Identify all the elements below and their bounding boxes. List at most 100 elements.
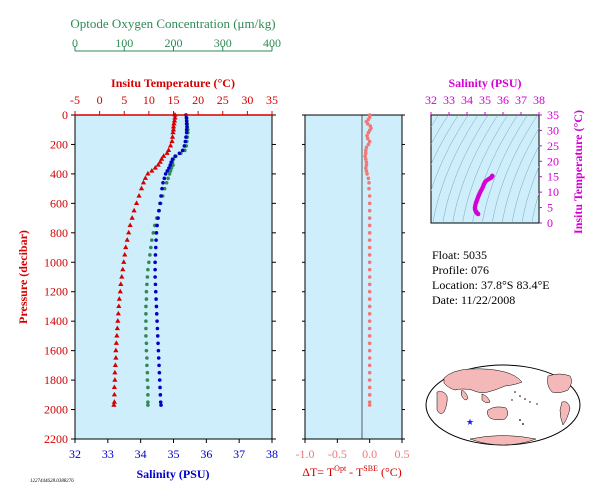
delta-t-tick-label: 0.0 — [362, 447, 377, 461]
salinity-point — [154, 304, 159, 309]
temperature-point — [111, 391, 117, 397]
oxygen-point — [166, 176, 170, 181]
delta-t-point — [367, 356, 372, 360]
ts-salinity-tick-label: 35 — [479, 93, 491, 107]
delta-t-point — [367, 312, 372, 316]
pressure-axis-label: Pressure (decibar) — [16, 230, 30, 324]
salinity-point — [157, 208, 161, 213]
salinity-point — [153, 253, 158, 257]
salinity-point — [170, 157, 175, 161]
oxygen-point — [144, 312, 148, 316]
ts-temperature-tick-label: 35 — [547, 108, 559, 122]
density-contour — [431, 115, 459, 166]
salinity-tick-label: 38 — [266, 447, 278, 461]
delta-t-point — [367, 216, 372, 220]
delta-t-plot-area — [304, 114, 403, 440]
oxygen-point — [145, 356, 149, 360]
pressure-tick-label: 400 — [50, 167, 68, 181]
temperature-point — [170, 129, 176, 135]
delta-t-point — [365, 122, 370, 126]
salinity-tick-label: 33 — [102, 447, 114, 461]
ts-temperature-tick-label: 0 — [547, 216, 553, 230]
map-land — [436, 368, 572, 446]
delta-t-point — [364, 160, 369, 164]
ts-salinity-tick-label: 33 — [443, 93, 455, 107]
temperature-point — [164, 150, 170, 155]
salinity-point — [153, 267, 157, 272]
profile-panel: 0200400600800100012001400160018002000220… — [16, 16, 281, 481]
delta-t-point — [367, 186, 371, 191]
salinity-point — [183, 139, 188, 144]
delta-t-label-sup1: Opt — [334, 464, 347, 473]
oxygen-point — [146, 403, 150, 407]
salinity-point — [155, 223, 159, 228]
delta-t-point — [367, 297, 372, 301]
salinity-axis-label: Salinity (PSU) — [136, 467, 209, 481]
delta-t-point — [365, 133, 369, 138]
delta-t-point — [364, 145, 369, 150]
oxygen-tick-label: 400 — [263, 36, 281, 50]
float-number: Float: 5035 — [432, 248, 487, 262]
salinity-point — [156, 216, 160, 220]
oxygen-axis-label: Optode Oxygen Concentration (μm/kg) — [70, 16, 275, 31]
temperature-axis: -5 0 5 10 15 20 25 30 35 — [70, 93, 278, 116]
oxygen-point — [149, 245, 153, 250]
temperature-point — [157, 159, 163, 164]
salinity-point — [173, 154, 177, 159]
temperature-point — [123, 244, 129, 250]
delta-t-label-sup2: SBE — [363, 464, 378, 473]
salinity-tick-label: 35 — [168, 447, 180, 461]
oxygen-point — [145, 370, 150, 375]
salinity-point — [184, 122, 189, 126]
oxygen-point — [146, 400, 150, 404]
pressure-tick-label: 200 — [50, 137, 68, 151]
delta-t-point — [366, 142, 371, 147]
temperature-point — [115, 318, 121, 323]
density-contour — [531, 192, 539, 223]
delta-t-point — [367, 208, 372, 213]
temperature-point — [142, 175, 149, 180]
density-contour — [431, 115, 449, 145]
temperature-point — [116, 296, 122, 301]
oxygen-point — [148, 253, 152, 257]
salinity-point — [156, 356, 161, 360]
oxygen-tick-label: 0 — [72, 36, 78, 50]
salinity-point — [155, 326, 160, 331]
temperature-point — [117, 288, 123, 294]
density-contour — [501, 127, 539, 223]
ts-salinity-axis: 32 33 34 35 36 37 38 — [425, 93, 545, 115]
salinity-point — [154, 297, 158, 301]
pressure-tick-label: 1000 — [44, 255, 68, 269]
salinity-point — [155, 334, 160, 338]
delta-t-point — [367, 326, 372, 331]
delta-t-point — [367, 282, 372, 287]
delta-t-point — [367, 139, 372, 144]
delta-t-point — [367, 370, 372, 375]
delta-t-point — [367, 385, 372, 390]
delta-t-point — [367, 245, 372, 250]
temperature-axis-label: Insitu Temperature (°C) — [111, 76, 235, 90]
oxygen-axis: 0 100 200 300 400 — [72, 36, 281, 52]
density-contour — [442, 115, 489, 223]
pressure-tick-label: 0 — [62, 108, 68, 122]
salinity-tick-label: 32 — [69, 447, 81, 461]
ts-temperature-tick-label: 20 — [547, 154, 559, 168]
salinity-point — [185, 124, 189, 129]
salinity-axis: 32 33 34 35 36 37 38 — [69, 439, 278, 461]
temperature-tick-label: 5 — [121, 93, 127, 107]
salinity-point — [169, 160, 174, 164]
oxygen-point — [168, 169, 173, 173]
delta-t-point — [367, 304, 372, 309]
temperature-tick-label: 35 — [266, 93, 278, 107]
delta-t-point — [365, 136, 370, 141]
float-info: Float: 5035 Profile: 076 Location: 37.8°… — [432, 248, 550, 307]
temperature-point — [169, 134, 176, 139]
temperature-tick-label: 30 — [241, 93, 253, 107]
salinity-point — [156, 348, 161, 353]
profile-plot-area — [74, 114, 273, 440]
salinity-point — [158, 201, 162, 206]
oxygen-point — [151, 231, 156, 235]
delta-t-point — [367, 341, 372, 346]
temperature-point — [129, 215, 135, 220]
